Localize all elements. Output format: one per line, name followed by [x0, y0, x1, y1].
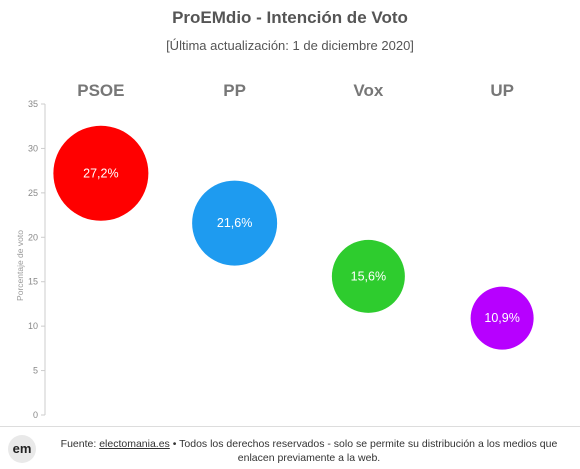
y-axis-title: Porcentaje de voto — [15, 230, 25, 301]
data-label: 10,9% — [484, 311, 519, 325]
chart-title: ProEMdio - Intención de Voto — [172, 8, 408, 27]
data-label: 21,6% — [217, 216, 252, 230]
category-label: PP — [223, 81, 246, 100]
bubble — [331, 239, 405, 313]
y-tick-label: 10 — [28, 321, 38, 331]
footer: em Fuente: electomania.es • Todos los de… — [0, 426, 580, 469]
category-label: UP — [490, 81, 514, 100]
y-tick-label: 15 — [28, 277, 38, 287]
chart-subtitle: [Última actualización: 1 de diciembre 20… — [166, 38, 414, 53]
y-tick-label: 5 — [33, 366, 38, 376]
bubble — [470, 286, 534, 350]
category-label: PSOE — [77, 81, 124, 100]
category-label: Vox — [353, 81, 383, 100]
y-tick-label: 30 — [28, 143, 38, 153]
y-tick-label: 0 — [33, 410, 38, 420]
electomania-logo: em — [8, 435, 36, 463]
y-tick-label: 20 — [28, 232, 38, 242]
y-tick-label: 35 — [28, 99, 38, 109]
bubble — [53, 125, 149, 221]
source-link[interactable]: electomania.es — [99, 438, 170, 450]
bubble-chart: 0 5 10 15 20 25 30 35 Porcentaje de voto PSOE 27,2… — [15, 81, 534, 420]
source-text: Fuente: electomania.es • Todos los derec… — [44, 437, 574, 465]
data-label: 15,6% — [351, 269, 386, 283]
bubble — [192, 180, 278, 266]
source-prefix: Fuente: — [60, 438, 100, 450]
y-tick-label: 25 — [28, 188, 38, 198]
source-suffix: • Todos los derechos reservados - solo s… — [169, 438, 558, 464]
data-label: 27,2% — [83, 166, 118, 180]
